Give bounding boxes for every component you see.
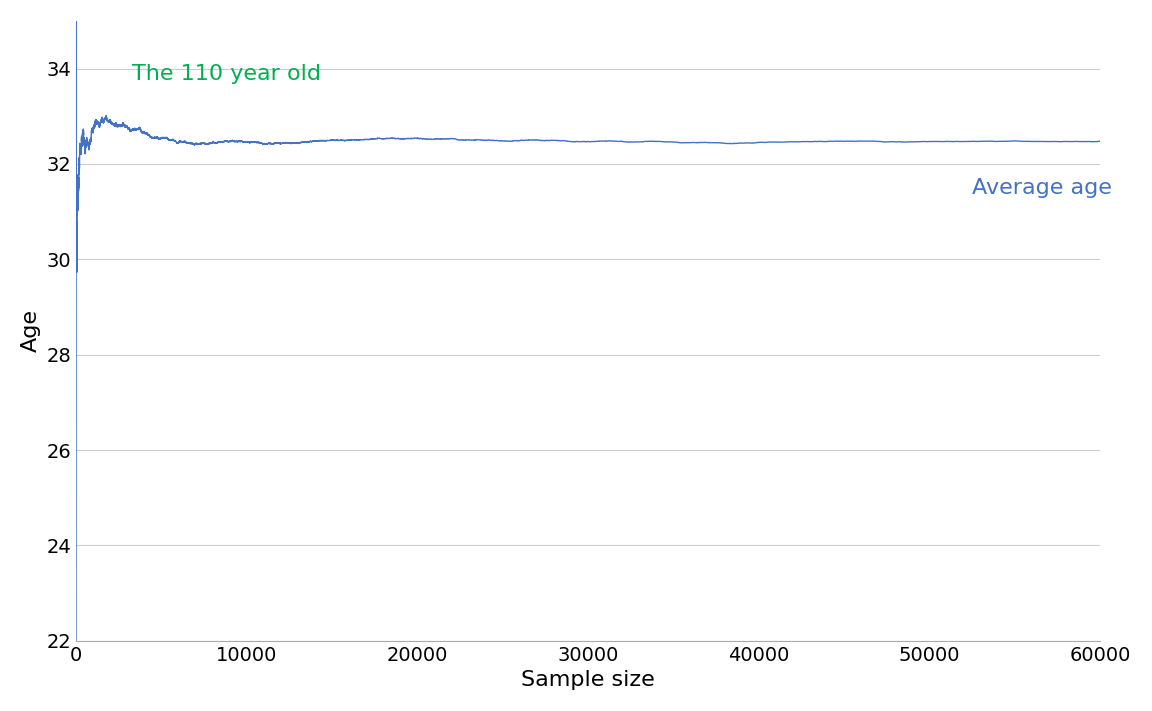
X-axis label: Sample size: Sample size [522,670,655,690]
Text: Average age: Average age [972,178,1113,198]
Text: The 110 year old: The 110 year old [132,64,321,84]
Y-axis label: Age: Age [21,309,40,352]
